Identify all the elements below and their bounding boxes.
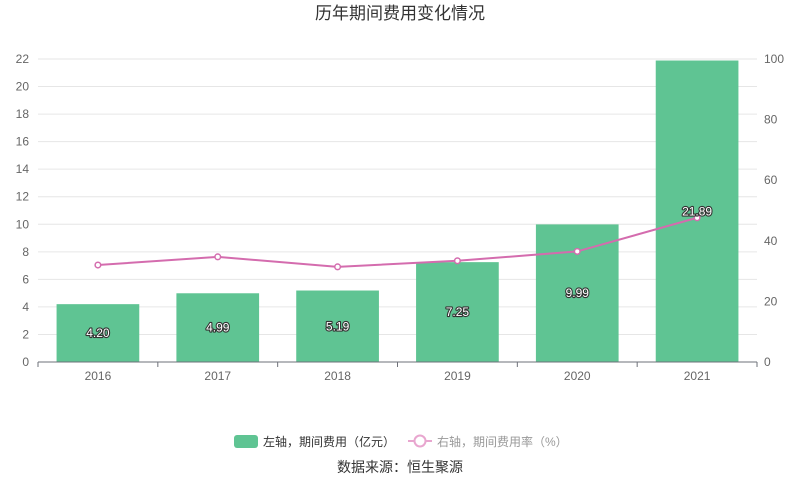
line-point[interactable] xyxy=(453,257,461,265)
x-tick-label: 2018 xyxy=(324,369,351,383)
left-tick-label: 10 xyxy=(16,217,30,231)
line-point[interactable] xyxy=(573,247,581,255)
legend-item-bar[interactable]: 左轴，期间费用（亿元） xyxy=(234,434,395,449)
left-tick-label: 16 xyxy=(16,135,30,149)
bar-data-label: 9.99 xyxy=(566,286,590,300)
legend: 左轴，期间费用（亿元） 右轴，期间费用率（%） xyxy=(234,434,568,449)
bar[interactable] xyxy=(655,60,739,362)
left-tick-label: 2 xyxy=(22,327,29,341)
x-axis: 2016 2017 2018 2019 2020 2021 xyxy=(37,361,758,383)
legend-line-label: 右轴，期间费用率（%） xyxy=(437,434,568,449)
left-axis: 0 2 4 6 8 10 12 14 16 18 20 22 xyxy=(16,52,30,369)
line-point[interactable] xyxy=(214,253,222,261)
right-tick-label: 40 xyxy=(764,234,778,248)
left-tick-label: 20 xyxy=(16,80,30,94)
x-tick-label: 2019 xyxy=(444,369,471,383)
grid-lines xyxy=(38,58,757,363)
line-series xyxy=(94,214,701,271)
bar-data-label: 5.19 xyxy=(326,319,350,333)
line-point[interactable] xyxy=(334,263,342,271)
x-tick-label: 2016 xyxy=(85,369,112,383)
x-tick-label: 2021 xyxy=(684,369,711,383)
left-tick-label: 18 xyxy=(16,107,30,121)
bar-data-label: 4.20 xyxy=(86,326,110,340)
right-tick-label: 60 xyxy=(764,173,778,187)
right-tick-label: 20 xyxy=(764,294,778,308)
legend-bar-swatch xyxy=(234,435,258,448)
bar[interactable] xyxy=(176,293,260,362)
line-path xyxy=(97,216,698,268)
left-tick-label: 8 xyxy=(22,245,29,259)
right-tick-label: 80 xyxy=(764,113,778,127)
left-tick-label: 6 xyxy=(22,272,29,286)
bar[interactable] xyxy=(416,262,499,362)
x-tick-label: 2020 xyxy=(564,369,591,383)
bar-series xyxy=(56,60,739,362)
bar-data-label: 4.99 xyxy=(206,321,230,335)
legend-item-line[interactable]: 右轴，期间费用率（%） xyxy=(408,434,568,449)
left-tick-label: 22 xyxy=(16,52,30,66)
left-tick-label: 0 xyxy=(22,355,29,369)
bar-data-labels: 4.20 4.99 5.19 7.25 9.99 21.89 xyxy=(85,203,713,341)
source-note: 数据来源：恒生聚源 xyxy=(337,459,463,475)
left-tick-label: 4 xyxy=(22,300,29,314)
right-tick-label: 0 xyxy=(764,355,771,369)
left-tick-label: 12 xyxy=(16,190,30,204)
legend-line-marker-icon xyxy=(413,434,427,448)
bar[interactable] xyxy=(56,304,140,362)
legend-bar-label: 左轴，期间费用（亿元） xyxy=(263,434,395,449)
bar-data-label: 7.25 xyxy=(446,305,470,319)
bar[interactable] xyxy=(535,224,619,362)
right-axis: 0 20 40 60 80 100 xyxy=(764,52,784,369)
x-tick-label: 2017 xyxy=(204,369,231,383)
bar-data-label: 21.89 xyxy=(682,204,712,218)
line-point[interactable] xyxy=(693,214,701,222)
chart-title: 历年期间费用变化情况 xyxy=(315,4,485,23)
bar[interactable] xyxy=(296,290,379,362)
left-tick-label: 14 xyxy=(16,162,30,176)
line-point[interactable] xyxy=(94,261,102,269)
right-tick-label: 100 xyxy=(764,52,784,66)
